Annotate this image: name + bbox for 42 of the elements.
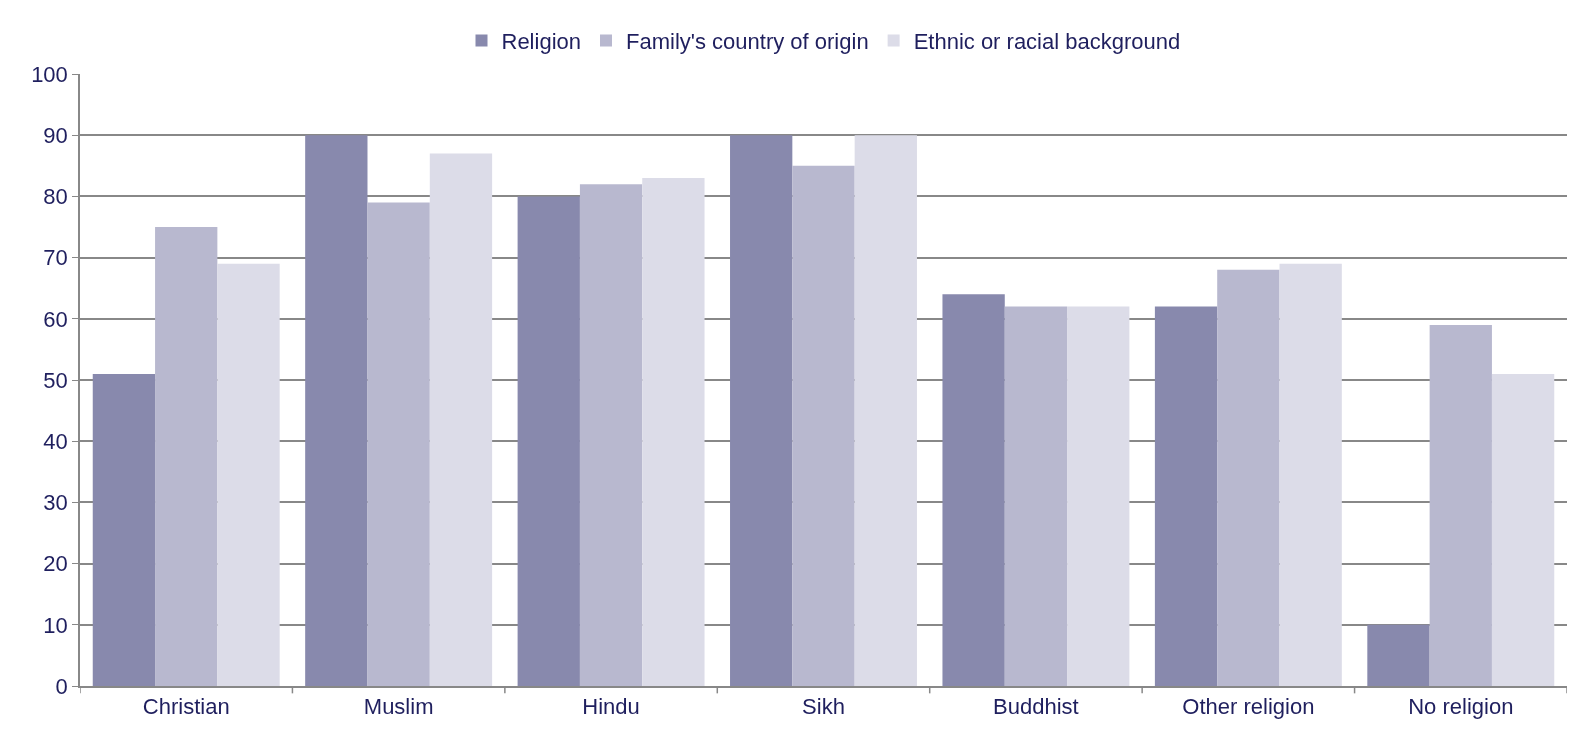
y-tick-label: 40 — [43, 428, 68, 454]
bar — [642, 178, 705, 686]
bar — [92, 373, 156, 686]
y-tick-label: 20 — [43, 551, 68, 577]
y-tick-label: 80 — [43, 184, 68, 210]
x-tick-label: Christian — [142, 694, 230, 720]
legend-label: Ethnic or racial background — [913, 29, 1181, 55]
bar — [942, 294, 1005, 686]
bar — [1004, 306, 1068, 686]
y-tick-label: 0 — [55, 673, 68, 699]
y-tick-label: 60 — [43, 306, 68, 332]
x-tick-label: Sikh — [802, 694, 845, 720]
y-tick-label: 100 — [31, 61, 68, 87]
bar — [305, 135, 368, 686]
bar — [792, 165, 855, 686]
bar — [1279, 263, 1342, 686]
x-tick-label: Hindu — [582, 694, 640, 720]
bar — [155, 227, 218, 686]
y-tick-label: 90 — [43, 122, 68, 148]
bar — [579, 184, 643, 686]
bar — [1154, 306, 1218, 686]
x-tick-label: No religion — [1408, 694, 1514, 720]
x-tick-label: Muslim — [363, 694, 434, 720]
legend-label: Family's country of origin — [626, 29, 869, 55]
bar — [1491, 373, 1555, 686]
bar — [1367, 624, 1430, 686]
bar — [730, 135, 793, 686]
bar — [1067, 306, 1130, 686]
bar — [854, 135, 917, 686]
y-tick-label: 70 — [43, 245, 68, 271]
y-tick-label: 30 — [43, 490, 68, 516]
bar — [429, 153, 493, 686]
bar — [1217, 269, 1280, 686]
bar — [517, 196, 580, 686]
bar — [1429, 324, 1492, 686]
legend-label: Religion — [501, 29, 581, 55]
y-tick-label: 10 — [43, 612, 68, 638]
bar — [367, 202, 430, 686]
x-tick-label: Other religion — [1182, 694, 1315, 720]
bar — [217, 263, 280, 686]
x-tick-label: Buddhist — [993, 694, 1079, 720]
y-tick-label: 50 — [43, 367, 68, 393]
